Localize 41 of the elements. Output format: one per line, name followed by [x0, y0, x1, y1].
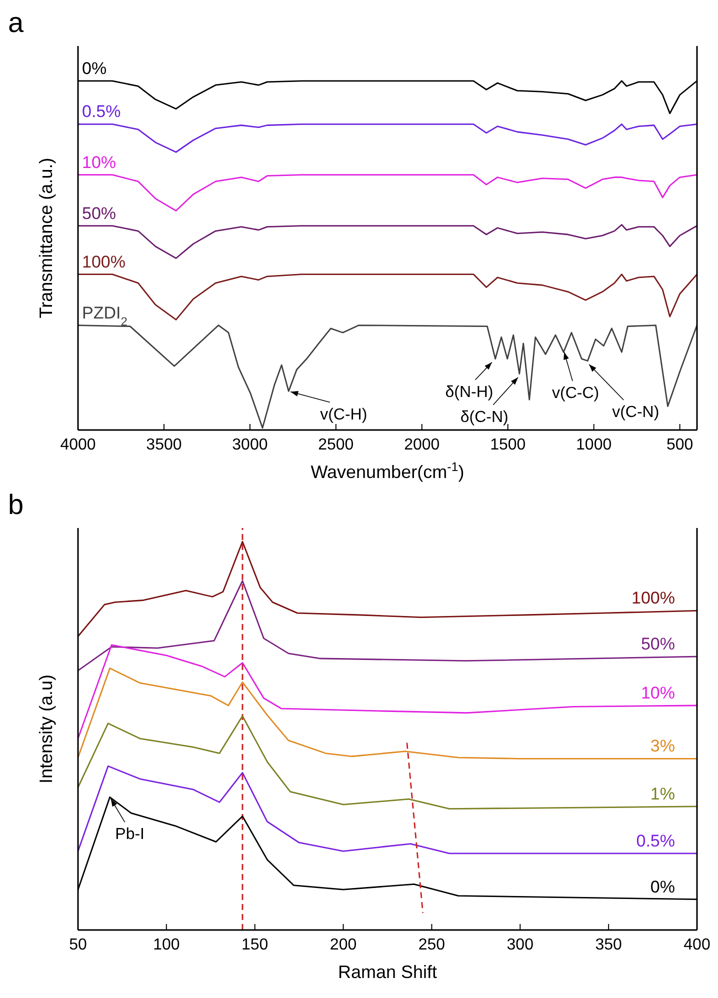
annotation: v(C-N) — [612, 404, 660, 421]
annotation: δ(C-N) — [460, 408, 508, 426]
x-tick-label: 200 — [330, 936, 357, 954]
series-label: 50% — [640, 634, 675, 654]
x-tick-label: 500 — [666, 436, 694, 454]
series-label: 0% — [650, 877, 675, 896]
x-tick-label: 2000 — [404, 436, 440, 454]
x-tick-label: 50 — [69, 936, 87, 954]
x-tick-label: 4000 — [60, 436, 96, 454]
series-label: 0.5% — [636, 831, 675, 850]
y-axis-title: Transmittance (a.u.) — [36, 158, 56, 318]
series-label: 1% — [650, 784, 675, 804]
x-tick-label: 300 — [506, 936, 534, 954]
chart-title: b — [8, 489, 25, 520]
x-tick-label: 3000 — [232, 436, 268, 454]
series-label: 0% — [82, 58, 107, 78]
x-tick-label: 2500 — [318, 436, 354, 454]
series-label: 100% — [82, 252, 126, 272]
x-tick-label: 100 — [153, 936, 180, 954]
series-label: PZDI$_{2}$ — [82, 303, 128, 328]
series-label: 100% — [632, 588, 675, 608]
series-label: 10% — [640, 684, 675, 702]
series-label: 3% — [650, 736, 675, 756]
x-tick-label: 3500 — [146, 436, 182, 454]
chart-title: a — [8, 7, 25, 38]
y-axis-title: Intensity (a.u) — [36, 674, 56, 784]
annotation: v(C-C) — [552, 385, 600, 402]
annotation: v(C-H) — [320, 406, 368, 424]
series-label: 50% — [82, 204, 116, 223]
annotation: δ(N-H) — [445, 384, 494, 401]
series-label: 10% — [82, 152, 116, 172]
series-label: 0.5% — [82, 102, 121, 122]
x-tick-label: 400 — [684, 936, 710, 954]
x-axis-title: Raman Shift — [338, 962, 438, 982]
x-tick-label: 1000 — [576, 436, 612, 454]
x-tick-label: 1500 — [490, 436, 526, 454]
annotation: Pb-I — [115, 826, 145, 844]
x-tick-label: 350 — [595, 936, 622, 954]
x-axis-title: Wavenumber(cm$^{-1}$) — [310, 460, 464, 482]
x-tick-label: 250 — [418, 936, 446, 954]
x-tick-label: 150 — [242, 936, 268, 954]
